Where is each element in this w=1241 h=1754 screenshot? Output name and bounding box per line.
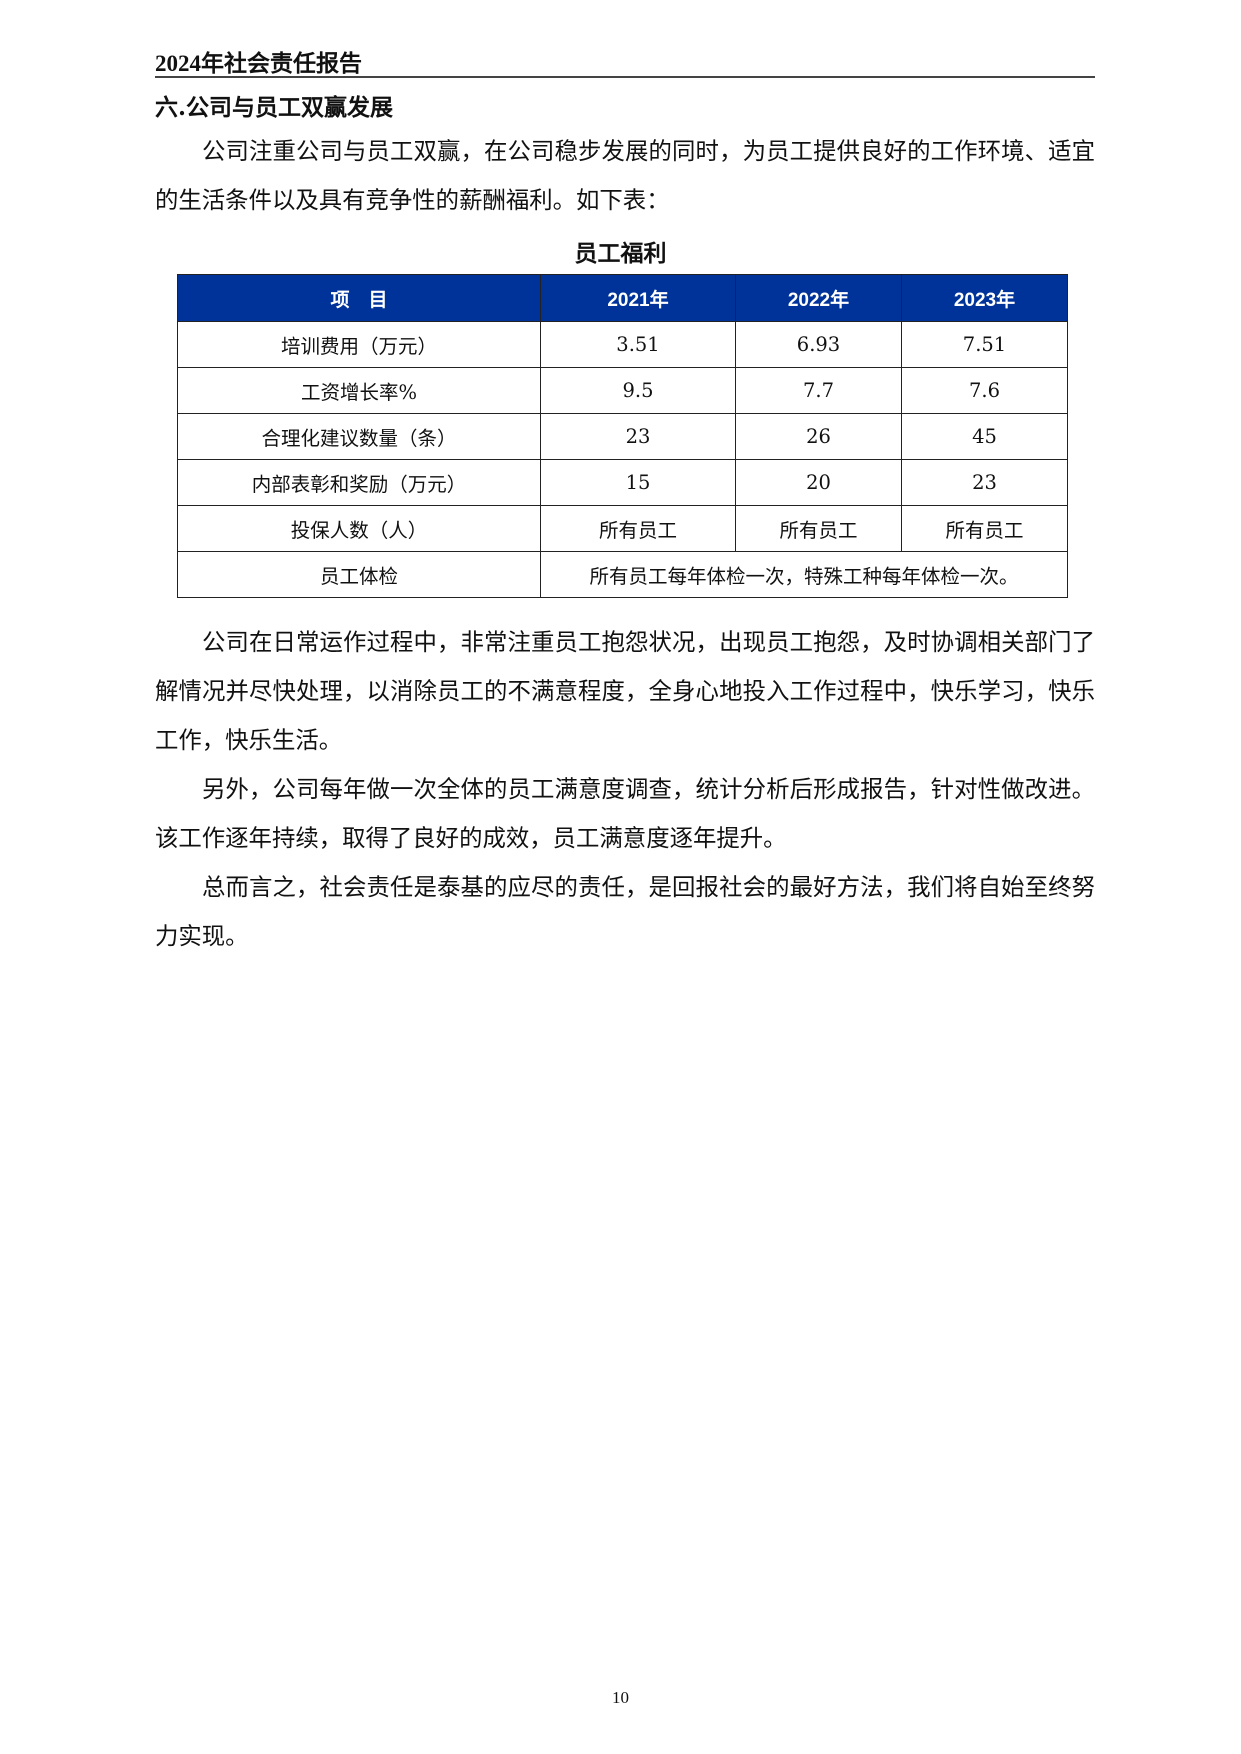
section-title: 六.公司与员工双赢发展	[155, 94, 394, 121]
merged-cell: 所有员工每年体检一次，特殊工种每年体检一次。	[540, 551, 1068, 598]
table-row: 工资增长率% 9.5 7.7 7.6	[177, 367, 1068, 414]
table-row: 合理化建议数量（条） 23 26 45	[177, 413, 1068, 460]
cell: 所有员工	[540, 505, 736, 552]
paragraph-survey: 另外，公司每年做一次全体的员工满意度调查，统计分析后形成报告，针对性做改进。该工…	[155, 775, 1095, 852]
paragraph-conclusion: 总而言之，社会责任是泰基的应尽的责任，是回报社会的最好方法，我们将自始至终努力实…	[155, 873, 1095, 950]
header-divider	[155, 76, 1095, 78]
cell: 9.5	[540, 367, 736, 414]
cell: 7.51	[901, 321, 1068, 368]
cell: 7.7	[735, 367, 902, 414]
cell: 6.93	[735, 321, 902, 368]
table-row: 内部表彰和奖励（万元） 15 20 23	[177, 459, 1068, 506]
cell: 所有员工	[735, 505, 902, 552]
column-header: 项 目	[177, 274, 541, 322]
benefits-table: 项 目 2021年 2022年 2023年 培训费用（万元） 3.51 6.93…	[177, 274, 1068, 598]
cell: 所有员工	[901, 505, 1068, 552]
table-row: 投保人数（人） 所有员工 所有员工 所有员工	[177, 505, 1068, 552]
cell: 7.6	[901, 367, 1068, 414]
row-label: 投保人数（人）	[177, 505, 541, 552]
column-header: 2022年	[735, 274, 902, 322]
cell: 23	[540, 413, 736, 460]
cell: 15	[540, 459, 736, 506]
column-header: 2023年	[901, 274, 1068, 322]
cell: 26	[735, 413, 902, 460]
cell: 45	[901, 413, 1068, 460]
cell: 3.51	[540, 321, 736, 368]
column-header: 2021年	[540, 274, 736, 322]
table-row: 培训费用（万元） 3.51 6.93 7.51	[177, 321, 1068, 368]
paragraph-intro: 公司注重公司与员工双赢，在公司稳步发展的同时，为员工提供良好的工作环境、适宜的生…	[155, 137, 1095, 214]
page-number: 10	[612, 1688, 629, 1707]
table-header-row: 项 目 2021年 2022年 2023年	[177, 274, 1068, 322]
row-label: 合理化建议数量（条）	[177, 413, 541, 460]
row-label: 工资增长率%	[177, 367, 541, 414]
paragraph-complaints: 公司在日常运作过程中，非常注重员工抱怨状况，出现员工抱怨，及时协调相关部门了解情…	[155, 628, 1095, 754]
row-label: 培训费用（万元）	[177, 321, 541, 368]
table-row: 员工体检 所有员工每年体检一次，特殊工种每年体检一次。	[177, 551, 1068, 598]
table-title: 员工福利	[574, 240, 667, 267]
row-label: 员工体检	[177, 551, 541, 598]
cell: 20	[735, 459, 902, 506]
running-header: 2024年社会责任报告	[155, 51, 362, 76]
cell: 23	[901, 459, 1068, 506]
row-label: 内部表彰和奖励（万元）	[177, 459, 541, 506]
